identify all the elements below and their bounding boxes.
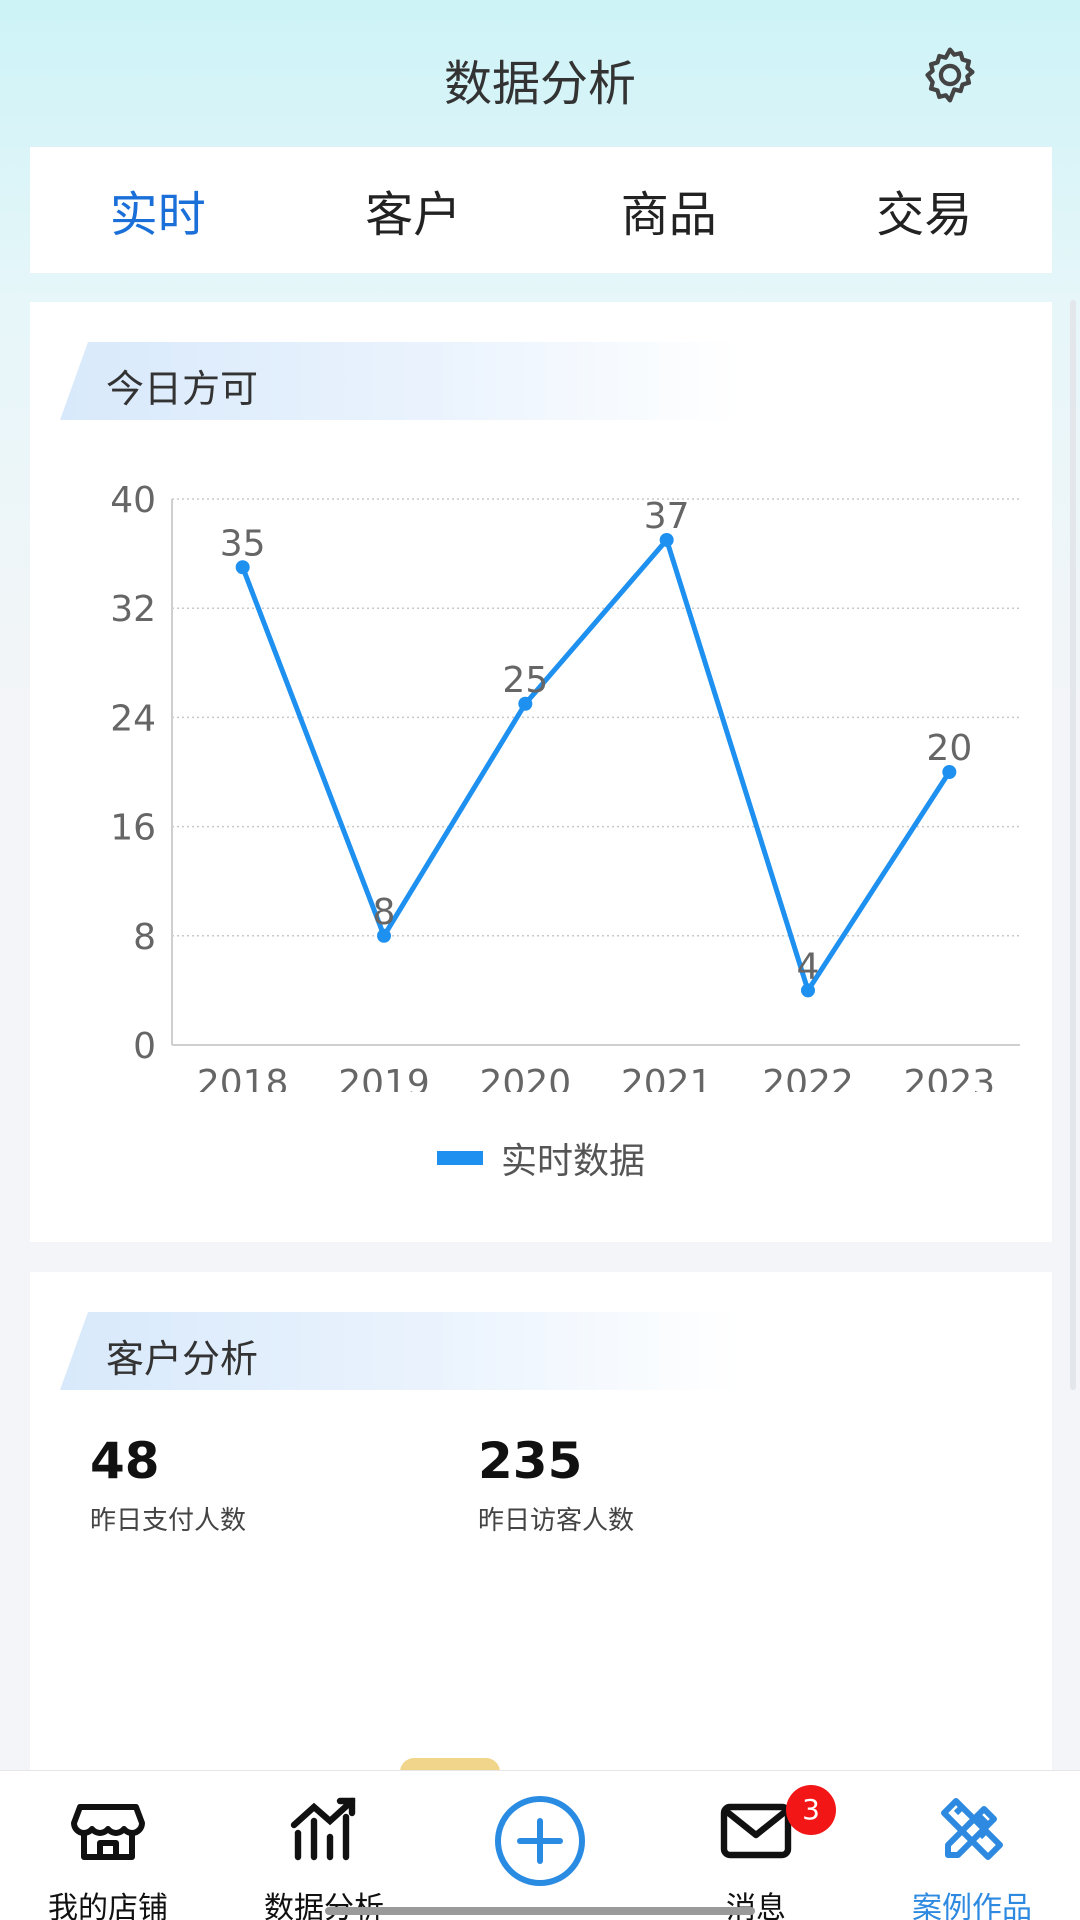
y-tick-label: 8 [133,917,156,958]
data-point [235,560,250,575]
nav-label: 我的店铺 [48,1891,168,1920]
y-tick-label: 0 [133,1026,156,1067]
scrollbar[interactable] [1070,300,1076,1390]
gear-icon [925,47,975,103]
data-label: 20 [926,728,972,769]
stat-value: 235 [478,1432,583,1490]
x-tick-label: 2023 [904,1063,996,1092]
line-chart: 0 8 16 24 32 40 2018 2019 2020 2021 2022 2023 35 8 25 3… [110,480,1020,1092]
y-tick-label: 40 [110,480,156,521]
tab-customer[interactable]: 客户 [365,187,462,243]
data-point [377,928,391,943]
chart-icon [290,1797,356,1861]
mail-icon [720,1803,792,1859]
stat-value: 48 [90,1432,160,1490]
legend-swatch [436,1151,483,1165]
stat-paid-users: 48 昨日支付人数 [90,1432,246,1537]
stat-label: 昨日支付人数 [90,1506,247,1536]
nav-label: 案例作品 [912,1891,1032,1920]
data-point [801,983,815,998]
plus-circle-icon[interactable] [494,1795,586,1887]
nav-item-my-store[interactable]: 我的店铺 [0,1771,216,1920]
realtime-chart-card: 今日方可 0 8 16 24 32 40 2018 2019 2020 2021 2022 2023 3… [30,302,1052,1242]
x-tick-label: 2019 [338,1063,430,1092]
data-point [942,765,957,779]
chart-legend[interactable]: 实时数据 [30,1132,1052,1184]
legend-label: 实时数据 [500,1141,645,1182]
chart-card-title: 今日方可 [106,367,259,411]
y-tick-label: 16 [110,808,156,849]
x-tick-label: 2022 [762,1063,854,1092]
store-icon [71,1804,145,1860]
nav-label: 消息 [726,1891,786,1920]
pencil-ruler-icon [941,1798,1003,1860]
y-tick-label: 32 [110,589,156,630]
home-indicator [325,1907,755,1915]
customer-card-title: 客户分析 [106,1337,259,1381]
x-tick-label: 2018 [197,1063,289,1092]
nav-item-case-works[interactable]: 案例作品 [864,1771,1080,1920]
data-label: 8 [373,892,396,933]
settings-button[interactable] [915,40,985,110]
nav-item-data-analysis[interactable]: 数据分析 [216,1771,432,1920]
data-label: 37 [644,496,690,537]
data-label: 4 [797,946,820,987]
stat-visitors: 235 昨日访客人数 [478,1432,634,1537]
customer-analysis-card: 客户分析 48 昨日支付人数 235 昨日访客人数 [30,1272,1052,1792]
unread-badge: 3 [786,1785,836,1835]
data-label: 35 [220,523,266,564]
nav-label: 数据分析 [264,1891,384,1920]
stat-label: 昨日访客人数 [478,1506,635,1536]
app-header: 数据分析 [0,0,1080,148]
x-tick-label: 2021 [621,1063,713,1092]
data-point [659,532,674,547]
floating-button-peek [400,1758,500,1772]
tab-realtime[interactable]: 实时 [109,187,206,243]
series-line [240,537,952,993]
tab-transaction[interactable]: 交易 [876,187,973,243]
section-title-banner: 今日方可 [60,342,740,420]
y-tick-label: 24 [110,698,156,739]
x-tick-label: 2020 [480,1063,572,1092]
nav-item-messages[interactable]: 3 消息 [648,1771,864,1920]
page-title: 数据分析 [443,56,636,112]
data-point [518,696,533,711]
tab-bar: 实时 客户 商品 交易 [30,147,1052,273]
tab-product[interactable]: 商品 [620,187,717,243]
data-label: 25 [502,660,548,701]
bottom-navigation: 我的店铺 数据分析 3 消息 案例作品 [0,1770,1080,1920]
section-title-banner: 客户分析 [60,1312,740,1390]
